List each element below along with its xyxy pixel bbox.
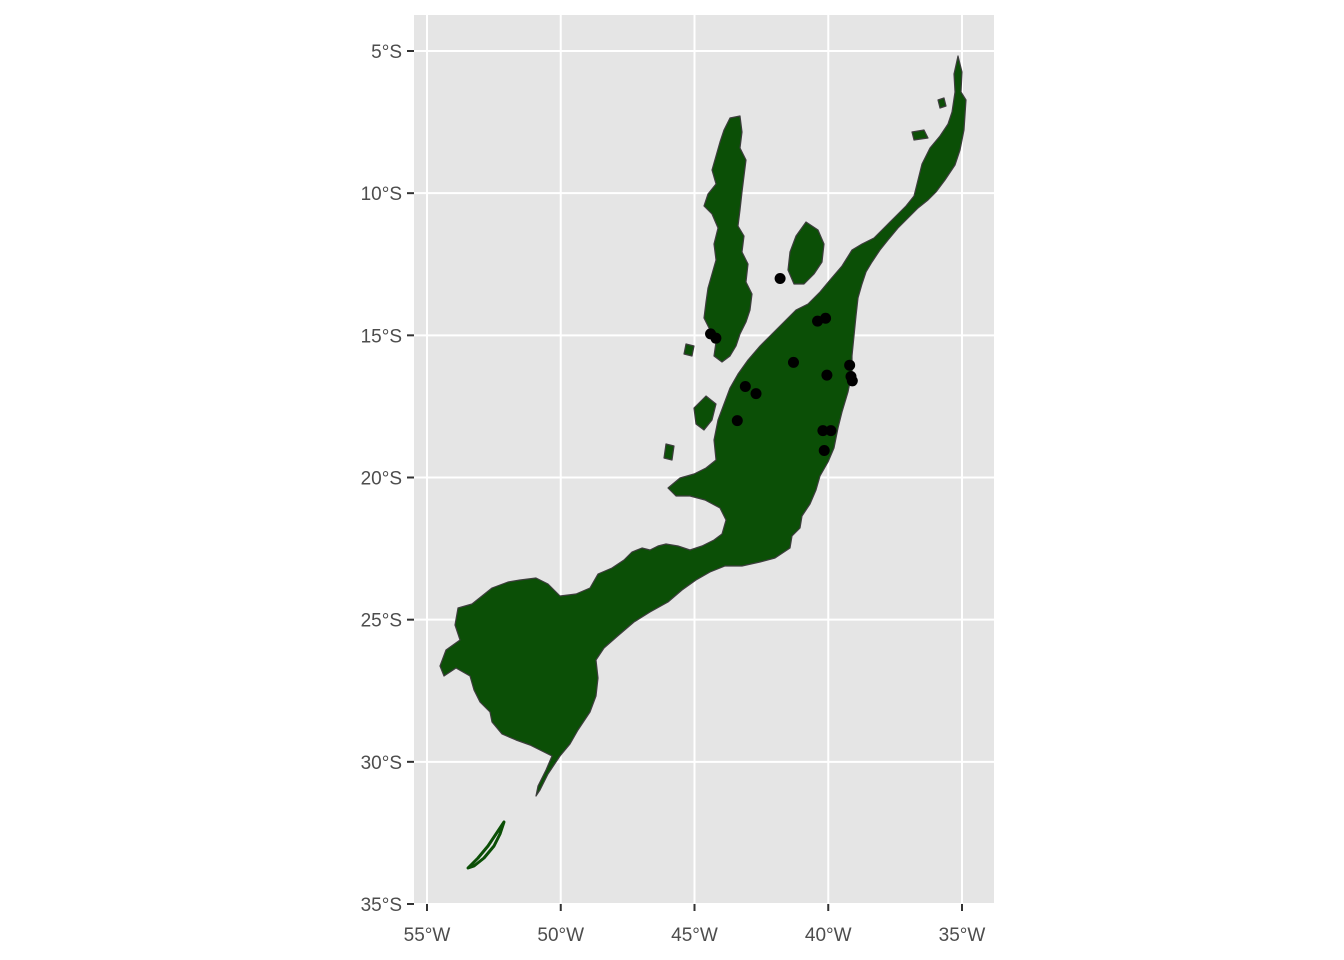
land-western-fragment: [693, 395, 717, 431]
occurrence-point: [710, 332, 722, 344]
y-tick-label: 15°S: [361, 326, 402, 347]
occurrence-point: [787, 356, 799, 368]
land-central-lobe-polygon: [787, 221, 825, 285]
occurrence-point: [820, 312, 832, 324]
land-western-fragment: [663, 443, 675, 461]
land-coastal-fragment: [911, 129, 929, 141]
occurrence-point: [825, 425, 837, 437]
occurrence-points: [705, 272, 858, 456]
occurrence-point: [821, 369, 833, 381]
land-mainland-polygon: [439, 55, 967, 797]
graticule-grid: [414, 15, 994, 905]
x-tick-label: 45°W: [671, 925, 718, 946]
y-tick-label: 10°S: [361, 184, 402, 205]
x-tick-label: 40°W: [805, 925, 852, 946]
occurrence-point: [817, 425, 829, 437]
occurrence-point: [774, 272, 786, 284]
y-tick-label: 25°S: [361, 611, 402, 632]
map-axes: 55°W 50°W 45°W 40°W 35°W 5°S 10°S 15°S 20°S 25°S 3…: [361, 42, 986, 946]
occurrence-point: [818, 444, 830, 456]
x-tick-label: 50°W: [537, 925, 584, 946]
y-tick-label: 20°S: [361, 469, 402, 490]
land-coastal-fragment: [937, 97, 947, 109]
x-tick-label: 55°W: [404, 925, 451, 946]
land-western-fragment: [683, 343, 695, 357]
y-tick-label: 5°S: [371, 42, 402, 63]
y-tick-label: 30°S: [361, 753, 402, 774]
atlantic-forest-region: [439, 55, 967, 870]
occurrence-point: [731, 415, 743, 427]
map-panel-background: [414, 15, 994, 904]
occurrence-point: [739, 381, 751, 393]
land-southern-strip-polygon: [466, 820, 506, 870]
occurrence-point: [846, 375, 858, 387]
y-tick-label: 35°S: [361, 895, 402, 916]
occurrence-point: [844, 359, 856, 371]
occurrence-point: [750, 388, 762, 400]
x-tick-label: 35°W: [939, 925, 986, 946]
land-northern-interior-polygon: [703, 115, 753, 363]
